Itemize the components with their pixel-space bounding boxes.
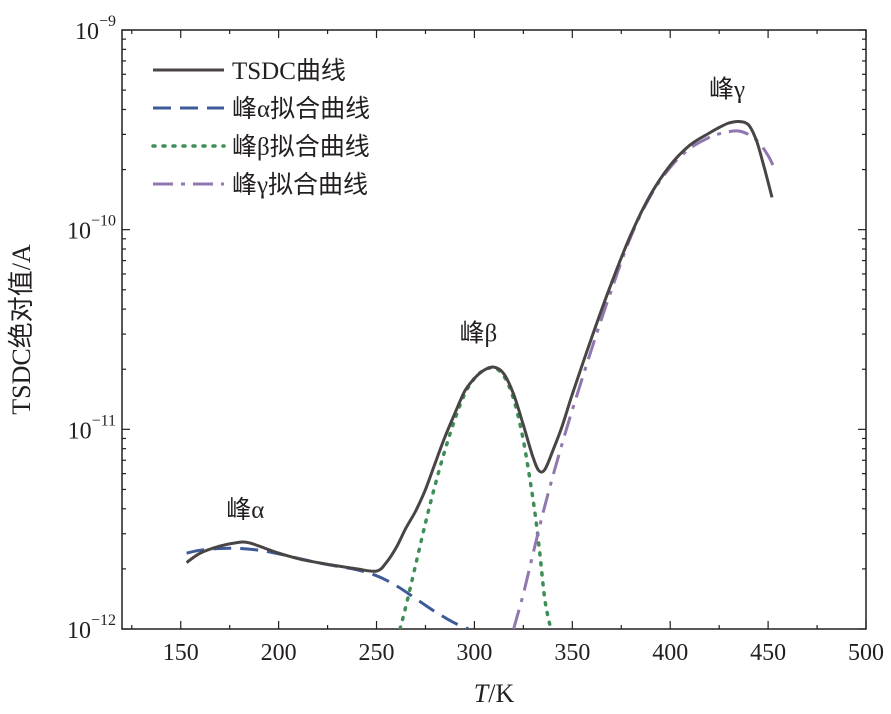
- peak-annotation: 峰β: [459, 320, 497, 348]
- series-line: [185, 119, 774, 573]
- y-axis: 10−12 10−11 10−10 10−9: [67, 13, 866, 644]
- plot-area: [121, 29, 867, 630]
- y-axis-title: TSDC绝对值/A: [7, 244, 36, 415]
- legend-label: 峰β拟合曲线: [232, 133, 370, 161]
- peak-annotation: 峰α: [226, 496, 264, 524]
- x-tick-label: 500: [848, 640, 884, 666]
- x-tick-label: 200: [261, 640, 297, 666]
- annotations: 峰α 峰β 峰γ: [226, 75, 745, 524]
- y-tick-label: 10−12: [67, 612, 116, 644]
- x-axis-title-unit: /K: [488, 679, 514, 708]
- y-tick-label: 10−10: [67, 213, 116, 245]
- legend-label: 峰γ拟合曲线: [232, 171, 368, 199]
- x-tick-label: 250: [359, 640, 395, 666]
- legend-label: TSDC曲线: [232, 57, 346, 85]
- x-axis-title-var: T: [474, 679, 490, 708]
- x-tick-label: 450: [750, 640, 786, 666]
- y-tick-label: 10−11: [68, 412, 116, 444]
- y-tick-label: 10−9: [75, 13, 116, 45]
- x-tick-label: 350: [554, 640, 590, 666]
- x-tick-label: 150: [163, 640, 199, 666]
- x-tick-label: 300: [456, 640, 492, 666]
- x-axis: 150 200 250 300 350 400 450 500: [131, 30, 884, 666]
- x-axis-title: T/K: [474, 679, 515, 708]
- plot-frame: [121, 29, 867, 630]
- legend-label: 峰α拟合曲线: [232, 95, 370, 123]
- peak-annotation: 峰γ: [709, 75, 745, 103]
- series-line: [186, 546, 470, 629]
- x-tick-label: 400: [652, 640, 688, 666]
- series-layer: [185, 119, 776, 629]
